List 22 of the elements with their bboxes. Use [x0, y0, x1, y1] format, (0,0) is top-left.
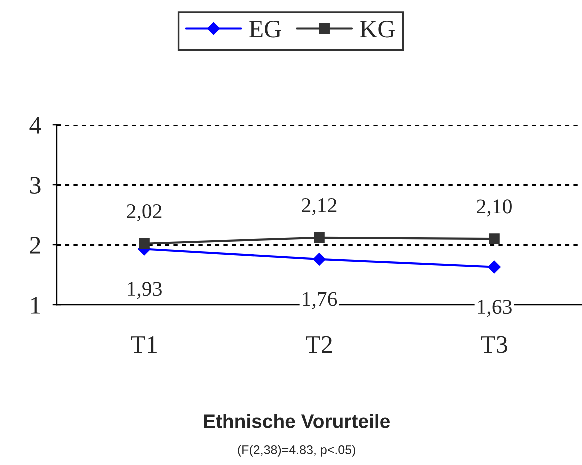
data-label: 2,12 [302, 198, 337, 216]
data-label: 2,02 [127, 204, 162, 222]
point [314, 232, 325, 244]
x-tick-label: T3 [481, 336, 508, 354]
point [489, 234, 500, 244]
data-label: 1,76 [303, 292, 338, 310]
y-tick-label: 1 [31, 297, 40, 314]
data-label: 2,10 [477, 200, 512, 217]
legend-label: KG [360, 20, 395, 38]
y-tick-label: 3 [30, 177, 41, 194]
point [313, 253, 326, 266]
y-tick-label: 2 [30, 237, 40, 254]
x-tick-label: T1 [131, 336, 157, 353]
x-tick-label: T2 [306, 336, 332, 353]
legend-label: EG [250, 20, 282, 38]
data-label: 1,93 [128, 282, 162, 300]
text: Ethnische Vorurteile [204, 414, 390, 428]
y-tick-label: 4 [30, 117, 42, 134]
point [139, 238, 150, 250]
text: (F(2,38)=4.83, p<.05) [238, 445, 356, 457]
point [488, 260, 501, 274]
data-label: 1,63 [478, 300, 512, 318]
